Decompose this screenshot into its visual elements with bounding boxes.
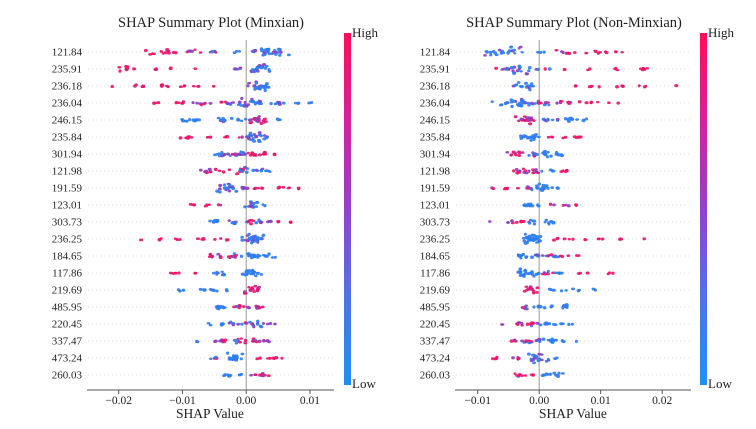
- y-category-label: 121.98: [420, 166, 451, 178]
- y-axis-labels-left: 121.84 235.91 236.18 236.04 246.15 235.84 301.…: [52, 47, 83, 382]
- y-category-label: 219.69: [420, 285, 451, 297]
- y-category-label: 303.73: [420, 217, 451, 229]
- right-xaxis-label: SHAP Value: [539, 406, 607, 421]
- y-category-label: 220.45: [420, 319, 451, 331]
- right-plot-title: SHAP Summary Plot (Non-Minxian): [466, 15, 682, 31]
- y-category-label: 301.94: [52, 149, 83, 161]
- right-colorbar: [700, 33, 707, 385]
- x-axis-right: [455, 389, 691, 394]
- y-category-label: 236.25: [52, 234, 83, 246]
- x-tick-labels-left: −0.02 −0.01 0.00 0.01: [105, 395, 320, 407]
- x-tick-label: 0.01: [591, 395, 611, 407]
- x-axis-left: [87, 389, 334, 394]
- y-category-label: 236.18: [420, 81, 451, 93]
- y-category-label: 337.47: [420, 336, 451, 348]
- y-category-label: 301.94: [420, 149, 451, 161]
- y-category-label: 235.91: [420, 64, 450, 76]
- left-plot-title: SHAP Summary Plot (Minxian): [118, 15, 304, 31]
- y-category-label: 191.59: [420, 183, 451, 195]
- right-colorbar-high-label: High: [708, 25, 734, 40]
- y-category-label: 235.84: [420, 132, 451, 144]
- x-tick-label: −0.02: [105, 395, 132, 407]
- y-category-label: 485.95: [52, 302, 83, 314]
- gridlines-left: [88, 51, 335, 376]
- y-category-label: 246.15: [52, 115, 83, 127]
- left-xaxis-label: SHAP Value: [176, 406, 244, 421]
- y-category-label: 260.03: [420, 370, 451, 382]
- y-category-label: 184.65: [420, 251, 451, 263]
- x-tick-label: −0.01: [464, 395, 491, 407]
- left-colorbar-low-label: Low: [352, 376, 376, 391]
- x-tick-label: 0.00: [529, 395, 549, 407]
- y-category-label: 117.86: [420, 268, 450, 280]
- points-right: [483, 45, 679, 379]
- y-category-label: 117.86: [52, 268, 82, 280]
- y-category-label: 121.84: [420, 47, 451, 59]
- y-category-label: 246.15: [420, 115, 451, 127]
- y-category-label: 123.01: [420, 200, 450, 212]
- x-tick-label: −0.01: [169, 395, 196, 407]
- y-category-label: 184.65: [52, 251, 83, 263]
- x-tick-label: 0.00: [236, 395, 256, 407]
- y-category-label: 473.24: [52, 353, 83, 365]
- left-colorbar: [344, 33, 351, 385]
- y-axis-labels-right: 121.84 235.91 236.18 236.04 246.15 235.84 301.…: [420, 47, 451, 382]
- y-category-label: 191.59: [52, 183, 83, 195]
- left-colorbar-high-label: High: [352, 25, 378, 40]
- y-category-label: 236.25: [420, 234, 451, 246]
- y-category-label: 121.84: [52, 47, 83, 59]
- y-category-label: 236.18: [52, 81, 83, 93]
- y-category-label: 337.47: [52, 336, 83, 348]
- y-category-label: 303.73: [52, 217, 83, 229]
- right-colorbar-low-label: Low: [708, 376, 732, 391]
- y-category-label: 220.45: [52, 319, 83, 331]
- y-category-label: 260.03: [52, 370, 83, 382]
- y-category-label: 235.91: [52, 64, 82, 76]
- points-left: [110, 47, 314, 378]
- y-category-label: 236.04: [52, 98, 83, 110]
- y-category-label: 219.69: [52, 285, 83, 297]
- y-category-label: 121.98: [52, 166, 83, 178]
- x-tick-label: 0.01: [300, 395, 320, 407]
- y-category-label: 485.95: [420, 302, 451, 314]
- y-category-label: 236.04: [420, 98, 451, 110]
- x-tick-label: 0.02: [652, 395, 672, 407]
- x-tick-labels-right: −0.01 0.00 0.01 0.02: [464, 395, 672, 407]
- y-category-label: 235.84: [52, 132, 83, 144]
- y-category-label: 473.24: [420, 353, 451, 365]
- gridlines-right: [456, 51, 692, 376]
- y-category-label: 123.01: [52, 200, 82, 212]
